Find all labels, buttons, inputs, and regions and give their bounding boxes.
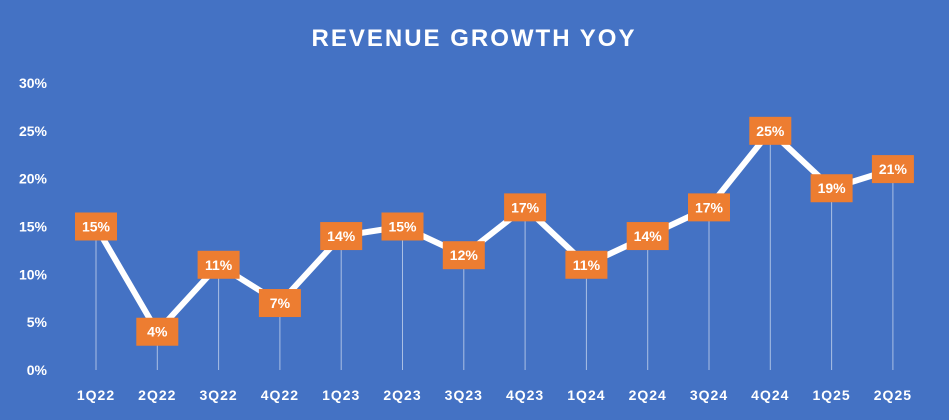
data-label: 4% (147, 324, 168, 340)
data-label-box (320, 222, 363, 251)
x-axis: 1Q22 2Q22 3Q22 4Q22 1Q23 2Q23 3Q23 4Q23 1Q24 2Q24… (77, 387, 912, 403)
data-label-box (75, 212, 117, 241)
x-tick-label: 1Q22 (77, 387, 115, 403)
data-point: 14% (626, 222, 669, 251)
data-label: 7% (270, 295, 291, 311)
y-tick-label: 5% (27, 314, 48, 330)
data-point: 14% (320, 222, 363, 251)
data-point: 11% (565, 250, 608, 279)
x-tick-label: 3Q23 (445, 387, 483, 403)
data-point: 15% (75, 212, 117, 241)
data-point: 21% (871, 155, 914, 184)
y-tick-label: 20% (19, 171, 48, 187)
chart-title: REVENUE GROWTH YOY (312, 25, 637, 52)
x-tick-label: 3Q22 (199, 387, 237, 403)
series-line (93, 127, 896, 335)
data-label-box (871, 155, 914, 184)
y-tick-label: 0% (27, 362, 48, 378)
x-tick-label: 4Q23 (506, 387, 544, 403)
y-tick-label: 15% (19, 219, 48, 235)
data-label: 14% (634, 228, 663, 244)
y-tick-label: 10% (19, 266, 48, 282)
data-label: 15% (82, 219, 111, 235)
data-label-box (749, 116, 792, 145)
data-label: 17% (695, 199, 724, 215)
data-point: 17% (688, 193, 730, 222)
data-label: 17% (511, 199, 540, 215)
x-tick-label: 2Q22 (138, 387, 176, 403)
data-point: 4% (136, 317, 179, 346)
data-label: 11% (205, 257, 233, 273)
drop-lines (95, 130, 894, 370)
data-point: 7% (258, 289, 301, 318)
data-label-box (136, 317, 179, 346)
x-tick-label: 2Q23 (383, 387, 421, 403)
x-tick-label: 2Q25 (874, 387, 912, 403)
y-tick-label: 25% (19, 123, 48, 139)
x-tick-label: 4Q22 (261, 387, 299, 403)
data-label: 25% (756, 123, 785, 139)
data-point: 19% (810, 174, 853, 203)
data-label-box (565, 250, 608, 279)
data-label: 19% (818, 180, 847, 196)
data-label-box (197, 250, 240, 279)
data-label: 15% (388, 219, 417, 235)
data-label-box (381, 212, 424, 241)
x-tick-label: 4Q24 (751, 387, 789, 403)
data-label-box (258, 289, 301, 318)
data-point: 17% (504, 193, 547, 222)
x-tick-label: 1Q23 (322, 387, 360, 403)
data-label-box (810, 174, 853, 203)
y-axis: 0% 5% 10% 15% 20% 25% 30% (19, 75, 48, 378)
y-tick-label: 30% (19, 75, 48, 91)
data-point: 25% (749, 116, 792, 145)
data-labels: 15% 4% 11% 7% 14% 15% 12% 17% 11% 14% 17% 25% 19% 21% (75, 116, 914, 346)
data-point: 12% (442, 241, 485, 270)
data-label-box (688, 193, 730, 222)
data-point: 15% (381, 212, 424, 241)
data-label: 14% (327, 228, 356, 244)
x-tick-label: 1Q24 (567, 387, 605, 403)
data-label: 21% (879, 161, 908, 177)
data-label: 11% (573, 257, 601, 273)
x-tick-label: 2Q24 (629, 387, 667, 403)
x-tick-label: 1Q25 (812, 387, 850, 403)
x-tick-label: 3Q24 (690, 387, 728, 403)
data-point: 11% (197, 250, 240, 279)
data-label-box (626, 222, 669, 251)
data-label-box (442, 241, 485, 270)
data-label-box (504, 193, 547, 222)
data-label: 12% (450, 247, 479, 263)
